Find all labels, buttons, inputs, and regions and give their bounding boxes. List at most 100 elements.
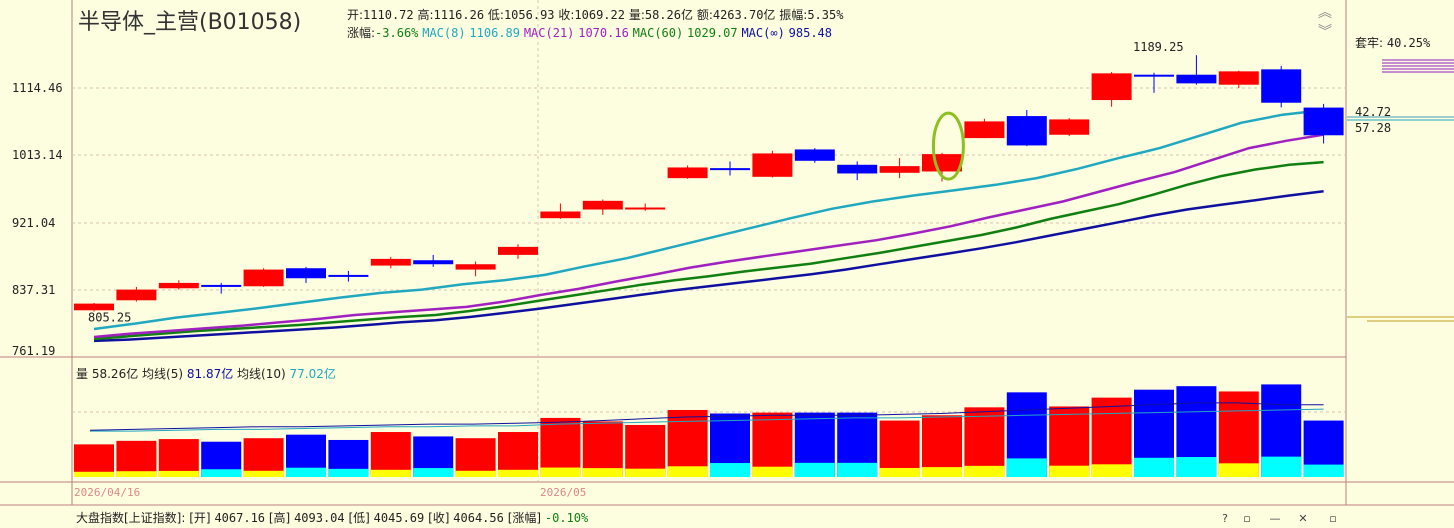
trap-value: 40.25% [1386,36,1431,50]
candle-body [582,200,623,210]
index-high-label: [高] [268,511,291,525]
candle-body [1261,69,1302,103]
y-tick-label: 1013.14 [12,148,63,162]
volume-bar [879,420,920,477]
vol-ma10-line [90,408,1324,432]
page-title: 半导体_主营(B01058) [78,10,302,35]
trap-ratio: 套牢: 40.25% [1355,34,1430,51]
candle-body [201,284,242,287]
low-label: 低: [487,8,504,22]
volume-bar-sub [922,467,962,477]
low-marker-label: 805.25 [88,310,131,324]
candle-body [1006,116,1047,146]
volume-bar-sub [1091,464,1132,477]
volume-bar-sub [752,466,793,477]
scroll-down-icon[interactable]: ︾ [1318,24,1332,40]
volume-bar-sub [286,467,326,477]
candle-body [964,121,1005,139]
highlight-ring [931,111,965,181]
high-label: 高: [417,8,434,22]
candle-body [752,153,793,177]
candle-body [1176,74,1217,84]
volume-bar-sub [158,470,199,477]
minimize-icon[interactable]: — [1269,512,1281,525]
candle-body [540,211,581,219]
volume-bar [243,438,284,477]
help-icon[interactable]: ? [1222,512,1228,525]
vol-value: 58.26亿 [644,8,693,22]
volume-bar-sub [1176,457,1217,477]
chg-value: -3.66% [375,26,419,40]
volume-bar-sub [582,468,623,477]
close-icon[interactable]: ✕ [1298,512,1308,525]
volume-bar-sub [837,462,878,477]
ma21-value: 1070.16 [578,26,629,40]
volume-bar-sub [201,469,242,477]
candle-body [413,260,454,265]
chip-distribution [1347,59,1454,322]
volume-bar-sub [498,469,538,477]
volume-value: 58.26亿 [91,367,139,381]
volume-bar [752,412,793,477]
y-tick-label: 1114.46 [12,81,63,95]
volume-bar [540,417,581,477]
high-value: 1116.26 [433,8,485,22]
index-close-label: [收] [428,511,450,525]
index-high-value: 4093.04 [294,511,345,525]
amp-label: 振幅: [779,8,808,22]
index-low-label: [低] [348,511,370,525]
volume-bar [964,407,1005,477]
ma-info-row: 涨幅:-3.66% MAC(8) 1106.89 MAC(21) 1070.16… [347,24,832,41]
high-marker-label: 1189.25 [1133,40,1184,54]
index-open-label: [开] [189,511,211,525]
index-status-bar: 大盘指数[上证指数]: [开] 4067.16 [高] 4093.04 [低] … [76,509,588,526]
ma21-line [93,133,1324,339]
volume-info-row: 量 58.26亿 均线(5) 81.87亿 均线(10) 77.02亿 [76,365,336,382]
candle-body [879,166,920,173]
vol-ma5-line [89,402,1324,431]
volume-bar [158,439,199,477]
close-value: 1069.22 [574,8,625,22]
candle-body [370,258,411,266]
vol-ma10-value: 77.02亿 [289,367,336,381]
ma-inf-line [93,189,1324,343]
index-close-value: 4064.56 [453,511,504,525]
scroll-up-icon[interactable]: ︽ [1318,5,1332,21]
index-label: 大盘指数[上证指数]: [76,511,186,525]
candle-body [1218,71,1259,85]
candle-body [74,303,114,311]
candle-body [1091,73,1132,101]
volume-bar [1091,397,1132,477]
index-chg-value: -0.10% [544,511,589,525]
ohlc-info-row: 开:1110.72 高:1116.26 低:1056.93 收:1069.22 … [347,6,843,23]
close-label: 收: [558,8,575,22]
mainf-value: 985.48 [788,26,832,40]
ma60-value: 1029.07 [687,26,738,40]
ma60-label: MAC(60) [632,26,684,40]
volume-bar-sub [243,470,284,477]
restore-icon[interactable]: ▫ [1243,512,1251,525]
volume-bar [116,440,157,477]
volume-bar [582,421,623,477]
candle-body [243,269,284,287]
volume-bar [74,444,114,477]
volume-bar-sub [667,466,708,477]
date-label: 2026/04/16 [74,486,141,499]
candle-body [158,282,199,289]
low-value: 1056.93 [503,8,555,22]
index-open-value: 4067.16 [214,511,266,525]
candle-body [498,246,538,255]
volume-bar [922,415,962,477]
volume-bar [370,432,411,477]
candle-body [1303,107,1344,136]
vol-ma5-value: 81.87亿 [186,367,234,381]
index-low-value: 4045.69 [373,511,425,525]
volume-bar [625,424,666,477]
candle-body [116,289,157,301]
ma21-label: MAC(21) [523,26,575,40]
candle-body [922,154,962,172]
window-icon[interactable]: ▫ [1329,512,1337,525]
amount-value: 4263.70亿 [712,8,776,22]
